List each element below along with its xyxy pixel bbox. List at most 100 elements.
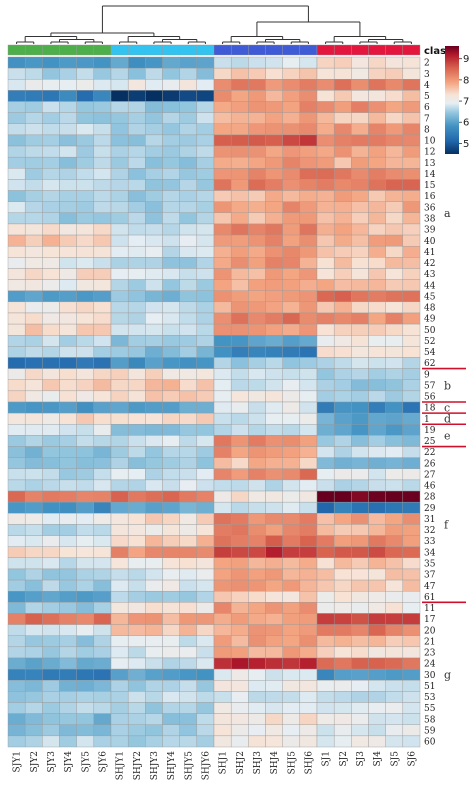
heatmap-cell: [385, 702, 404, 714]
heatmap-cell: [127, 435, 146, 447]
heatmap-cell: [127, 56, 146, 69]
heatmap-cell: [7, 290, 26, 303]
column-label: SJ2: [339, 751, 349, 767]
heatmap-cell: [127, 724, 146, 737]
heatmap-cell: [179, 79, 198, 91]
heatmap-cell: [93, 646, 112, 659]
heatmap-cell: [351, 123, 369, 136]
heatmap-cell: [351, 335, 369, 347]
heatmap-cell: [402, 90, 421, 102]
heatmap-cell: [368, 257, 386, 269]
row-label: 9: [424, 370, 430, 380]
heatmap-cell: [127, 412, 146, 425]
heatmap-cell: [265, 702, 283, 714]
row-group-label: d: [444, 413, 451, 426]
heatmap-cell: [265, 468, 283, 481]
heatmap-cell: [110, 323, 129, 336]
heatmap-cell: [248, 590, 266, 603]
heatmap-cell: [110, 123, 129, 136]
heatmap-cell: [282, 435, 301, 447]
heatmap-cell: [248, 668, 266, 681]
heatmap-cell: [42, 424, 60, 436]
heatmap-cell: [299, 535, 318, 547]
heatmap-cell: [196, 424, 215, 436]
heatmap-cell: [299, 557, 318, 570]
row-label: 44: [424, 281, 436, 291]
heatmap-cell: [282, 346, 301, 358]
heatmap-cell: [265, 557, 283, 570]
heatmap-cell: [145, 112, 163, 124]
heatmap-cell: [333, 624, 352, 636]
heatmap-cell: [76, 346, 95, 358]
heatmap-cell: [179, 56, 198, 69]
heatmap-cell: [402, 668, 421, 681]
heatmap-cell: [213, 123, 232, 136]
heatmap-cell: [24, 79, 43, 91]
heatmap-cell: [351, 145, 369, 158]
heatmap-cell: [351, 268, 369, 280]
heatmap-cell: [145, 201, 163, 214]
heatmap-cell: [162, 724, 180, 737]
heatmap-cell: [145, 168, 163, 180]
heatmap-cell: [230, 735, 249, 748]
row-group-label: e: [444, 429, 451, 442]
heatmap-cell: [110, 90, 129, 102]
heatmap-cell: [93, 112, 112, 124]
heatmap-cell: [127, 713, 146, 725]
heatmap-cell: [230, 201, 249, 214]
column-label: SJY2: [30, 751, 40, 772]
heatmap-cell: [213, 390, 232, 403]
heatmap-cell: [299, 435, 318, 447]
heatmap-cell: [59, 490, 77, 503]
heatmap-cell: [316, 134, 335, 147]
heatmap-cell: [179, 212, 198, 225]
heatmap-cell: [7, 613, 26, 625]
heatmap-cell: [93, 301, 112, 314]
heatmap-cell: [248, 479, 266, 492]
heatmap-cell: [162, 301, 180, 314]
heatmap-cell: [127, 590, 146, 603]
heatmap-cell: [7, 490, 26, 503]
heatmap-cell: [248, 579, 266, 592]
heatmap-cell: [316, 223, 335, 236]
heatmap-cell: [145, 735, 163, 748]
heatmap-cell: [59, 702, 77, 714]
heatmap-cell: [59, 112, 77, 124]
heatmap-cell: [213, 468, 232, 481]
column-dendrogram: [16, 5, 412, 44]
heatmap-cell: [196, 557, 215, 570]
heatmap-cell: [282, 546, 301, 559]
heatmap-cell: [145, 323, 163, 336]
heatmap-cell: [333, 312, 352, 325]
class-bar-cell: [402, 44, 421, 56]
heatmap-cell: [248, 635, 266, 648]
class-bar-cell: [265, 44, 283, 56]
heatmap-cell: [42, 312, 60, 325]
heatmap-cell: [110, 156, 129, 169]
heatmap-cell: [179, 468, 198, 481]
row-label: 12: [424, 148, 435, 158]
heatmap-cell: [110, 490, 129, 503]
heatmap-cell: [24, 168, 43, 180]
heatmap-cell: [162, 713, 180, 725]
heatmap-cell: [316, 668, 335, 681]
heatmap-cell: [7, 568, 26, 581]
heatmap-cell: [265, 67, 283, 80]
heatmap-cell: [145, 101, 163, 113]
heatmap-cell: [145, 579, 163, 592]
heatmap-cell: [248, 134, 266, 147]
heatmap-cell: [333, 680, 352, 692]
heatmap-cell: [7, 134, 26, 147]
heatmap-cell: [196, 257, 215, 269]
heatmap-cell: [93, 680, 112, 692]
heatmap-cell: [402, 535, 421, 547]
heatmap-cell: [42, 624, 60, 636]
heatmap-cell: [110, 357, 129, 369]
heatmap-cell: [213, 179, 232, 191]
heatmap-cell: [145, 179, 163, 191]
heatmap-cell: [213, 212, 232, 225]
heatmap-cell: [59, 279, 77, 291]
heatmap-cell: [42, 390, 60, 403]
heatmap-cell: [299, 123, 318, 136]
heatmap-cell: [368, 301, 386, 314]
